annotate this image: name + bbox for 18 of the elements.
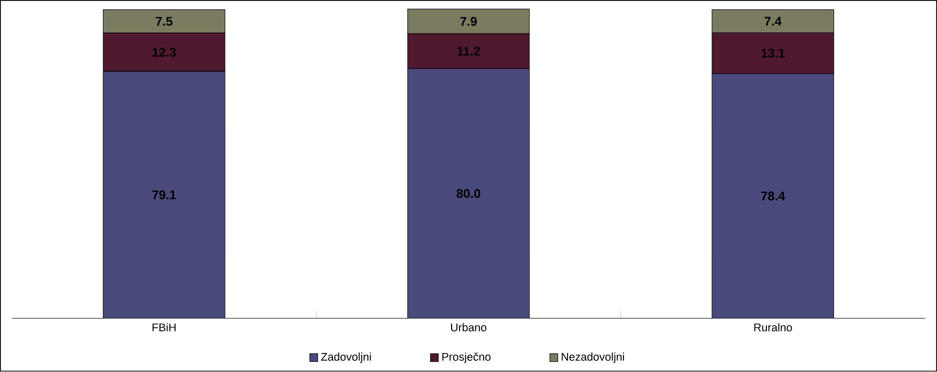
data-label: 78.4 <box>761 192 786 201</box>
data-label: 7.4 <box>764 17 782 26</box>
x-tick-label: Urbano <box>451 323 486 332</box>
data-label: 11.2 <box>457 47 480 56</box>
data-label: 80.0 <box>456 189 480 198</box>
legend-label: Zadovoljni <box>321 352 371 364</box>
data-label: 79.1 <box>152 190 176 200</box>
legend-label: Prosječno <box>442 352 491 364</box>
x-tick-label: FBiH <box>152 323 176 332</box>
x-tick-label: Ruralno <box>754 323 792 332</box>
bar <box>408 68 530 318</box>
data-label: 7.5 <box>156 17 172 26</box>
bar <box>712 74 834 318</box>
bar <box>103 72 225 318</box>
data-label: 12.3 <box>152 48 176 57</box>
data-label: 7.9 <box>460 17 477 26</box>
data-label: 13.1 <box>762 48 785 58</box>
legend-label: Nezadovoljni <box>562 352 624 364</box>
